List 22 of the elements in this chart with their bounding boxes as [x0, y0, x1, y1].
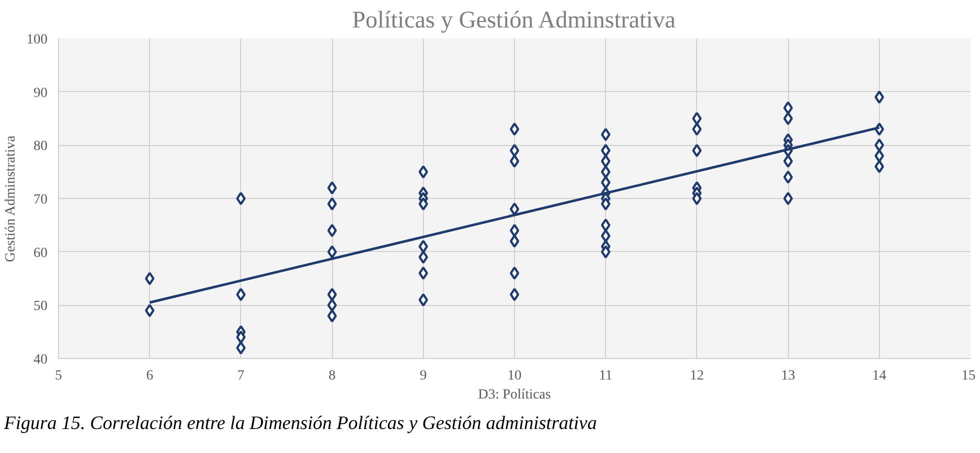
x-tick-label: 8: [328, 368, 336, 384]
y-axis-title: Gestión Adminstrativa: [4, 134, 18, 262]
x-tick-label: 14: [872, 368, 886, 384]
x-tick-label: 7: [237, 368, 244, 384]
x-tick-label: 11: [598, 368, 612, 384]
x-tick-label: 5: [55, 368, 62, 384]
x-tick-label: 6: [146, 368, 154, 384]
chart-title: Políticas y Gestión Adminstrativa: [352, 8, 676, 34]
x-tick-label: 12: [690, 368, 704, 384]
y-tick-label: 80: [34, 139, 48, 154]
text: Figura 15. Correlación entre la Dimensión Políticas y Gestión administrativa: [4, 412, 597, 436]
y-tick-label: 90: [34, 86, 48, 101]
x-tick-label: 10: [508, 368, 522, 384]
y-tick-label: 60: [34, 246, 48, 261]
x-axis-title: D3: Políticas: [478, 388, 551, 402]
y-tick-label: 40: [34, 352, 48, 368]
x-tick-label: 15: [962, 368, 976, 384]
x-tick-label: 9: [420, 368, 427, 384]
y-tick-label: 100: [26, 32, 48, 48]
y-tick-label: 70: [34, 192, 48, 208]
x-tick-label: 13: [781, 368, 796, 384]
y-tick-label: 50: [34, 299, 48, 314]
